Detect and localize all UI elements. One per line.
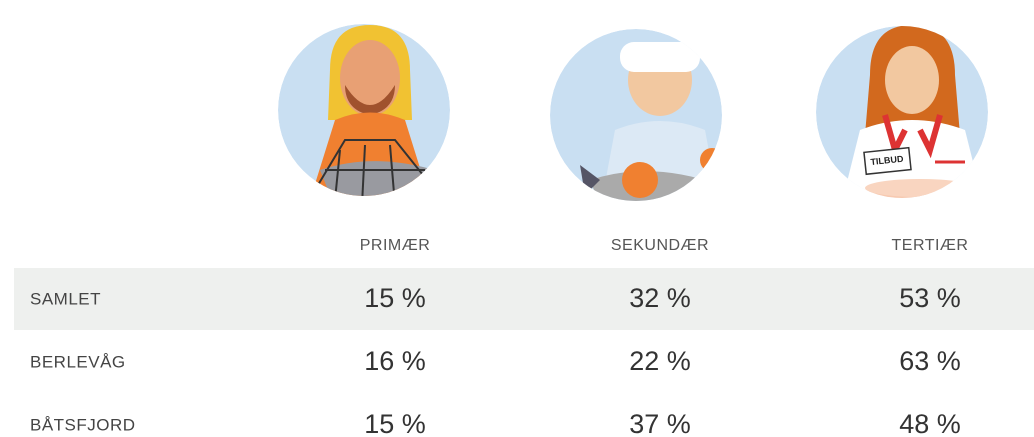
row-label: BÅTSFJORD: [30, 415, 136, 434]
cell-value: 53 %: [899, 283, 961, 313]
column-header: TERTIÆR: [892, 237, 969, 254]
cell-value: 48 %: [899, 409, 961, 437]
secondary-illustration: [550, 29, 722, 201]
table: PRIMÆR SEKUNDÆR TERTIÆR SAMLET 15 % 32 % 53 % B…: [30, 237, 968, 437]
sign-text: TILBUD: [870, 154, 904, 167]
cell-value: 37 %: [629, 409, 691, 437]
tertiary-illustration: TILBUD: [816, 26, 988, 198]
cell-value: 22 %: [629, 346, 691, 376]
row-label: BERLEVÅG: [30, 352, 126, 371]
column-header: PRIMÆR: [360, 237, 431, 254]
column-header: SEKUNDÆR: [611, 237, 709, 254]
cell-value: 15 %: [364, 409, 426, 437]
cell-value: 16 %: [364, 346, 426, 376]
highlight-row: [14, 268, 1034, 330]
cell-value: 63 %: [899, 346, 961, 376]
row-label: SAMLET: [30, 289, 101, 308]
primary-illustration: [278, 24, 450, 196]
cell-value: 15 %: [364, 283, 426, 313]
cell-value: 32 %: [629, 283, 691, 313]
